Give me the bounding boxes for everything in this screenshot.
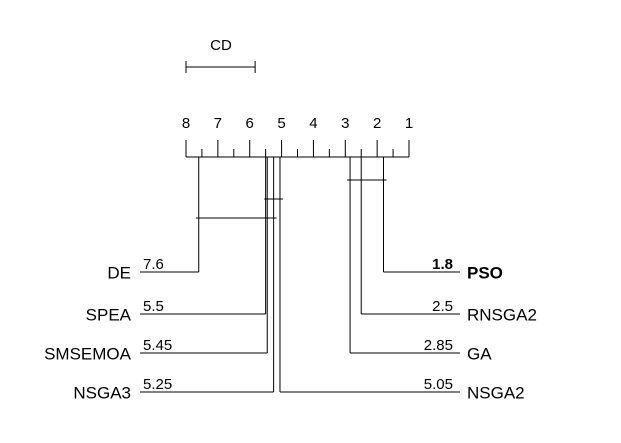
method-rank: 2.5	[432, 298, 453, 315]
x-tick-label: 1	[405, 115, 413, 132]
method-rank: 7.6	[143, 256, 164, 273]
method-name: SMSEMOA	[44, 344, 132, 363]
x-tick-label: 2	[373, 115, 381, 132]
x-tick-label: 5	[277, 115, 285, 132]
method-rank: 5.5	[143, 298, 164, 315]
x-tick-label: 8	[182, 115, 190, 132]
method-rank: 5.25	[143, 376, 172, 393]
method-name: PSO	[467, 263, 503, 282]
method-rank: 1.8	[432, 256, 453, 273]
method-name: SPEA	[86, 305, 132, 324]
method-name: RNSGA2	[467, 305, 537, 324]
method-name: DE	[107, 263, 131, 282]
x-tick-label: 3	[341, 115, 349, 132]
method-name: GA	[467, 344, 492, 363]
method-rank: 5.05	[424, 376, 453, 393]
x-tick-label: 6	[246, 115, 254, 132]
method-name: NSGA2	[467, 383, 525, 402]
method-rank: 5.45	[143, 337, 172, 354]
x-tick-label: 4	[309, 115, 317, 132]
x-tick-label: 7	[214, 115, 222, 132]
method-rank: 2.85	[424, 337, 453, 354]
cd-label: CD	[210, 37, 232, 54]
method-name: NSGA3	[73, 383, 131, 402]
